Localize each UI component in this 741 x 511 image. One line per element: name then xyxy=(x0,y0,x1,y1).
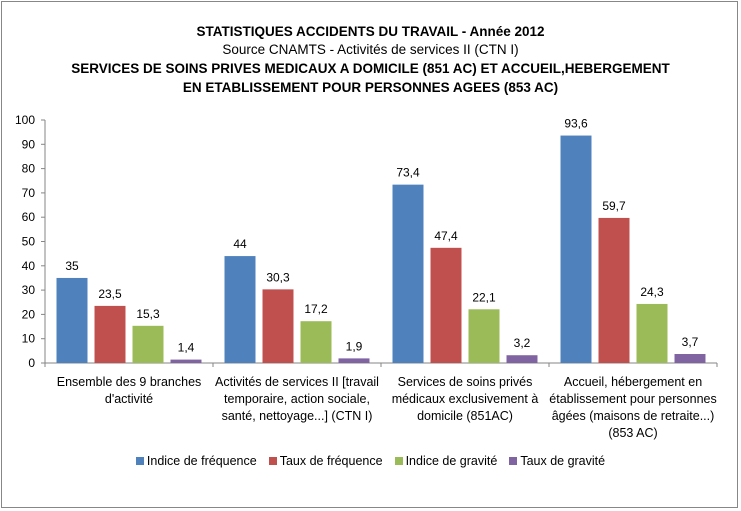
bar-0-3 xyxy=(560,135,592,363)
data-label: 47,4 xyxy=(434,229,458,243)
data-label: 30,3 xyxy=(266,270,290,284)
data-label: 15,3 xyxy=(136,307,160,321)
y-tick-label: 90 xyxy=(22,137,36,151)
data-label: 22,1 xyxy=(472,290,496,304)
legend-item: Taux de fréquence xyxy=(268,454,383,468)
data-label: 1,9 xyxy=(346,339,363,353)
bar-1-3 xyxy=(598,217,630,363)
data-label: 44 xyxy=(233,237,247,251)
bar-1-1 xyxy=(262,289,294,363)
chart-titles: STATISTIQUES ACCIDENTS DU TRAVAIL - Anné… xyxy=(0,22,741,97)
legend-label: Taux de gravité xyxy=(520,454,606,468)
data-label: 59,7 xyxy=(602,199,626,213)
legend-item: Indice de fréquence xyxy=(135,454,257,468)
chart-title2-line1: SERVICES DE SOINS PRIVES MEDICAUX A DOMI… xyxy=(71,61,670,76)
bar-0-2 xyxy=(392,184,424,363)
y-tick-label: 10 xyxy=(22,332,36,346)
legend-label: Indice de gravité xyxy=(405,454,498,468)
bar-3-3 xyxy=(674,354,706,363)
legend: Indice de fréquence Taux de fréquence Indi… xyxy=(0,454,741,468)
bar-2-1 xyxy=(300,321,332,363)
data-label: 93,6 xyxy=(564,117,588,131)
bar-0-0 xyxy=(56,277,88,363)
data-label: 17,2 xyxy=(304,302,328,316)
x-category-label: Accueil, hébergement en établissement po… xyxy=(549,375,717,440)
y-tick-label: 70 xyxy=(22,186,36,200)
y-tick-label: 100 xyxy=(15,113,35,127)
data-label: 3,2 xyxy=(514,336,531,350)
y-tick-label: 80 xyxy=(22,162,36,176)
bar-2-3 xyxy=(636,303,668,363)
data-label: 73,4 xyxy=(396,166,420,180)
data-label: 1,4 xyxy=(178,341,195,355)
legend-swatch xyxy=(268,457,277,465)
bar-1-0 xyxy=(94,305,126,363)
bar-3-1 xyxy=(338,358,370,363)
y-tick-label: 20 xyxy=(22,307,36,321)
data-label: 35 xyxy=(65,259,79,273)
bar-2-0 xyxy=(132,325,164,363)
data-label: 23,5 xyxy=(98,287,122,301)
x-category-label: Activités de services II [travail tempor… xyxy=(215,375,379,423)
bar-2-2 xyxy=(468,309,500,363)
bar-1-2 xyxy=(430,247,462,363)
chart-title2-line2: EN ETABLISSEMENT POUR PERSONNES AGEES (8… xyxy=(182,80,559,95)
legend-label: Taux de fréquence xyxy=(279,454,383,468)
y-tick-label: 60 xyxy=(22,210,36,224)
x-category-label: Ensemble des 9 branches d'activité xyxy=(56,375,202,406)
data-label: 24,3 xyxy=(640,285,664,299)
bar-3-0 xyxy=(170,359,202,363)
x-category-label: Services de soins privés médicaux exclus… xyxy=(391,375,539,423)
y-tick-label: 30 xyxy=(22,283,36,297)
legend-swatch xyxy=(394,457,403,465)
bar-3-2 xyxy=(506,355,538,363)
data-label: 3,7 xyxy=(682,335,699,349)
chart-subtitle: Source CNAMTS - Activités de services II… xyxy=(222,42,519,57)
legend-swatch xyxy=(135,457,144,465)
legend-item: Indice de gravité xyxy=(394,454,498,468)
y-tick-label: 50 xyxy=(22,235,36,249)
y-tick-label: 40 xyxy=(22,259,36,273)
bar-0-1 xyxy=(224,256,256,363)
y-tick-label: 0 xyxy=(28,356,35,370)
legend-label: Indice de fréquence xyxy=(146,454,257,468)
legend-swatch xyxy=(509,457,518,465)
chart-title: STATISTIQUES ACCIDENTS DU TRAVAIL - Anné… xyxy=(196,24,545,39)
legend-item: Taux de gravité xyxy=(509,454,605,468)
